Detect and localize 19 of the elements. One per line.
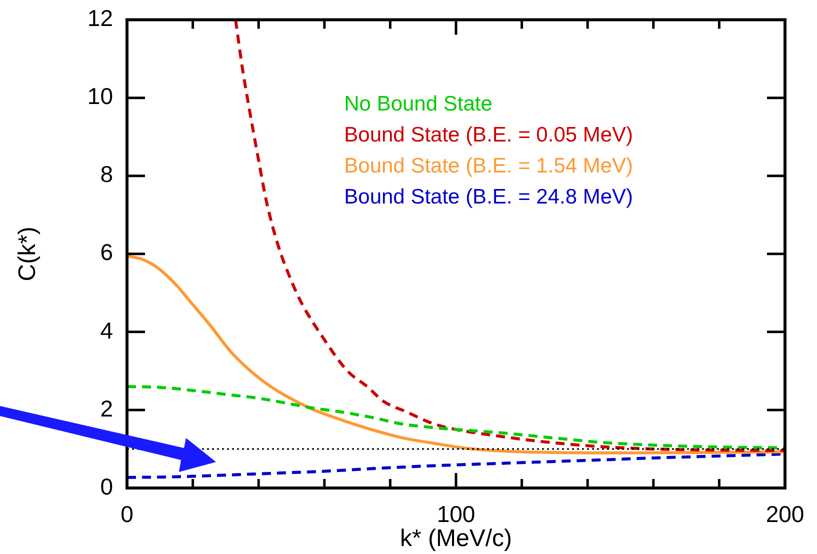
y-tick-label: 10 <box>87 83 113 110</box>
x-axis-title: k* (MeV/c) <box>400 525 512 552</box>
y-tick-label: 4 <box>100 317 114 344</box>
text: No Bound State <box>344 92 492 116</box>
text: Bound State (B.E. = 24.8 MeV) <box>344 186 634 209</box>
line-series <box>234 20 785 452</box>
y-tick-label: 8 <box>100 161 113 188</box>
x-tick-label: 200 <box>766 501 804 528</box>
y-tick-label: 0 <box>100 473 113 500</box>
text: Bound State (B.E. = 0.05 MeV) <box>344 124 634 147</box>
y-axis-title: C(k*) <box>14 226 42 282</box>
line-series <box>127 254 785 454</box>
x-tick-label: 0 <box>120 501 134 528</box>
x-tick-label: 100 <box>436 501 476 528</box>
y-tick-label: 6 <box>100 239 113 266</box>
line-series <box>127 385 785 450</box>
y-tick-label: 12 <box>87 5 113 32</box>
text: Bound State (B.E. = 1.54 MeV) <box>344 154 634 178</box>
y-tick-label: 2 <box>100 395 113 422</box>
